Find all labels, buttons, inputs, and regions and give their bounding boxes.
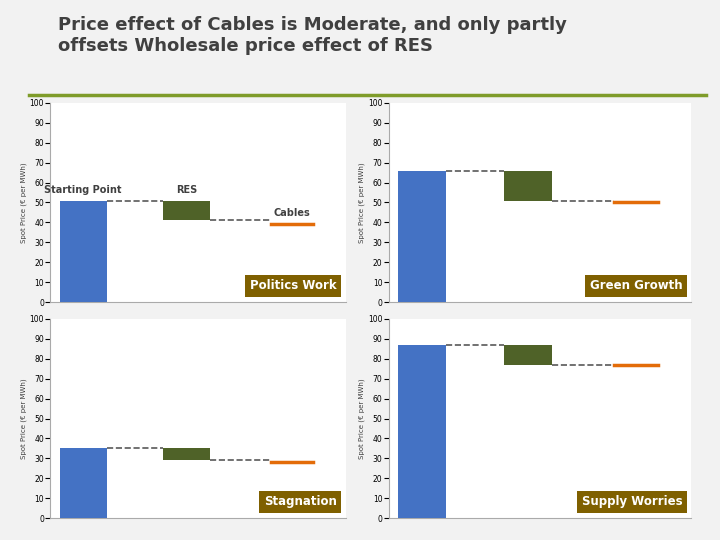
Text: Cables: Cables: [274, 208, 310, 219]
Y-axis label: Spot Price (€ per MWh): Spot Price (€ per MWh): [20, 162, 27, 243]
Y-axis label: Spot Price (€ per MWh): Spot Price (€ per MWh): [20, 378, 27, 459]
Text: Supply Worries: Supply Worries: [582, 495, 682, 509]
Bar: [398, 345, 446, 518]
Text: Price effect of Cables is Moderate, and only partly
offsets Wholesale price effe: Price effect of Cables is Moderate, and …: [58, 16, 567, 55]
Bar: [60, 200, 107, 302]
Bar: [398, 171, 446, 302]
Bar: [504, 345, 552, 364]
Y-axis label: Spot Price (€ per MWh): Spot Price (€ per MWh): [359, 162, 365, 243]
Bar: [163, 200, 210, 220]
Text: Green Growth: Green Growth: [590, 279, 682, 293]
Text: Starting Point: Starting Point: [45, 185, 122, 194]
Bar: [60, 448, 107, 518]
Bar: [504, 171, 552, 200]
Bar: [163, 448, 210, 461]
Text: RES: RES: [176, 185, 197, 194]
Text: Stagnation: Stagnation: [264, 495, 337, 509]
Y-axis label: Spot Price (€ per MWh): Spot Price (€ per MWh): [359, 378, 365, 459]
Text: Politics Work: Politics Work: [250, 279, 337, 293]
